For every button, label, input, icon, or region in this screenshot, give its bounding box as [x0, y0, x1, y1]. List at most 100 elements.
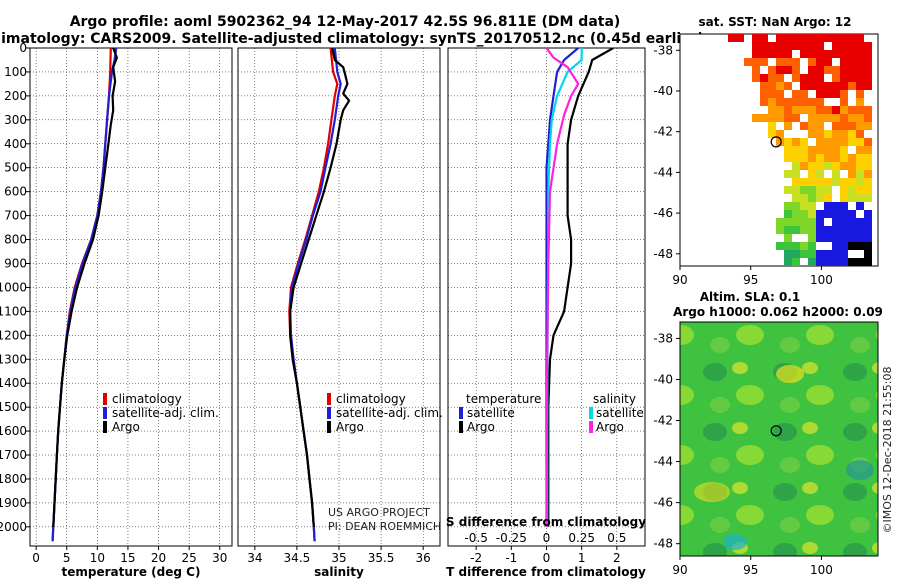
sst-cell: [808, 66, 816, 74]
sst-cell: [808, 202, 816, 210]
sst-cell: [768, 66, 776, 74]
salinity-axes: 34 34.5 35 35.5 36: [247, 546, 431, 565]
sst-cell: [840, 122, 848, 130]
sst-cell: [752, 74, 760, 82]
sst-cell: [864, 186, 872, 194]
sst-cell: [816, 186, 824, 194]
map-x-tick-label: 95: [743, 273, 758, 287]
sst-cell: [848, 74, 856, 82]
sst-cell: [840, 202, 848, 210]
sst-cell: [816, 58, 824, 66]
sst-cell: [808, 74, 816, 82]
map-x-tick-label: 100: [810, 563, 833, 577]
sst-cell: [864, 218, 872, 226]
sst-cell: [784, 242, 792, 250]
x-tick-label: -1: [505, 551, 517, 565]
temperature-xlabel: temperature (deg C): [62, 565, 201, 579]
sst-cell: [808, 258, 816, 266]
sst-cell: [808, 210, 816, 218]
sst-cell: [808, 106, 816, 114]
sst-cell: [832, 154, 840, 162]
map-y-tick-label: -38: [653, 43, 673, 57]
sst-cell: [784, 234, 792, 242]
sst-cell: [800, 242, 808, 250]
sst-cell: [808, 234, 816, 242]
sst-cell: [768, 130, 776, 138]
legend-swatch-argo: [327, 421, 331, 433]
sst-cell: [848, 50, 856, 58]
sst-cell: [848, 58, 856, 66]
sst-cell: [824, 66, 832, 74]
sst-cell: [840, 58, 848, 66]
sst-cell: [800, 186, 808, 194]
credit-imos: ©IMOS 12-Dec-2018 21:55:08: [881, 367, 894, 534]
sst-cell: [816, 194, 824, 202]
difference-legend: temperature satellite Argo salinity sate…: [459, 392, 644, 434]
sst-cell: [840, 130, 848, 138]
sst-cell: [824, 162, 832, 170]
sla-map-highlights: [694, 365, 874, 550]
sst-cell: [792, 210, 800, 218]
legend-label-argo: Argo: [336, 420, 364, 434]
sst-cell: [832, 242, 840, 250]
sst-cell: [864, 114, 872, 122]
sst-cell: [776, 82, 784, 90]
sst-cell: [832, 114, 840, 122]
sst-cell: [776, 58, 784, 66]
sst-cell: [864, 74, 872, 82]
sst-cell: [856, 114, 864, 122]
sst-cell: [808, 50, 816, 58]
sst-cell: [768, 106, 776, 114]
sst-cell: [840, 178, 848, 186]
sst-cell: [856, 58, 864, 66]
sst-cell: [824, 178, 832, 186]
sst-cell: [784, 122, 792, 130]
sst-cell: [792, 74, 800, 82]
sst-cell: [808, 186, 816, 194]
sst-cell: [784, 42, 792, 50]
map-y-tick-label: -46: [653, 496, 673, 510]
sst-cell: [824, 82, 832, 90]
sst-cell: [768, 42, 776, 50]
sst-cell: [832, 202, 840, 210]
sst-cell: [776, 218, 784, 226]
sst-cell: [856, 34, 864, 42]
map-y-tick-label: -46: [653, 206, 673, 220]
y-tick-label: 1300: [0, 352, 27, 366]
sst-cell: [760, 114, 768, 122]
sst-cell: [816, 146, 824, 154]
sst-cell: [808, 34, 816, 42]
y-tick-label: 400: [4, 137, 27, 151]
salinity-legend: climatology satellite-adj. clim. Argo: [327, 392, 443, 434]
sst-cell: [784, 154, 792, 162]
sst-cell: [856, 90, 864, 98]
sst-cell: [792, 34, 800, 42]
sst-cell: [864, 82, 872, 90]
sst-cell: [776, 66, 784, 74]
x-tick-label: 15: [120, 551, 135, 565]
sst-cell: [784, 58, 792, 66]
legend-swatch-climatology: [327, 393, 331, 405]
sla-map-title-line2: Argo h1000: 0.062 h2000: 0.09: [673, 305, 883, 319]
sst-cell: [816, 258, 824, 266]
y-tick-label: 2000: [0, 520, 27, 534]
sst-cell: [768, 82, 776, 90]
sst-cell: [784, 218, 792, 226]
sst-cell: [824, 34, 832, 42]
sst-cell: [848, 242, 856, 250]
sla-warm-patch: [694, 482, 730, 502]
sst-cell: [744, 58, 752, 66]
legend-swatch-t-satellite: [459, 407, 463, 419]
sst-cell: [840, 34, 848, 42]
sst-cell: [824, 130, 832, 138]
sst-cell: [792, 218, 800, 226]
sst-cell: [832, 234, 840, 242]
sst-cell: [856, 234, 864, 242]
sst-cell: [816, 122, 824, 130]
sst-cell: [800, 202, 808, 210]
sst-cell: [840, 82, 848, 90]
sst-cell: [808, 122, 816, 130]
sst-cell: [800, 90, 808, 98]
sst-cell: [864, 50, 872, 58]
sst-cell: [848, 106, 856, 114]
